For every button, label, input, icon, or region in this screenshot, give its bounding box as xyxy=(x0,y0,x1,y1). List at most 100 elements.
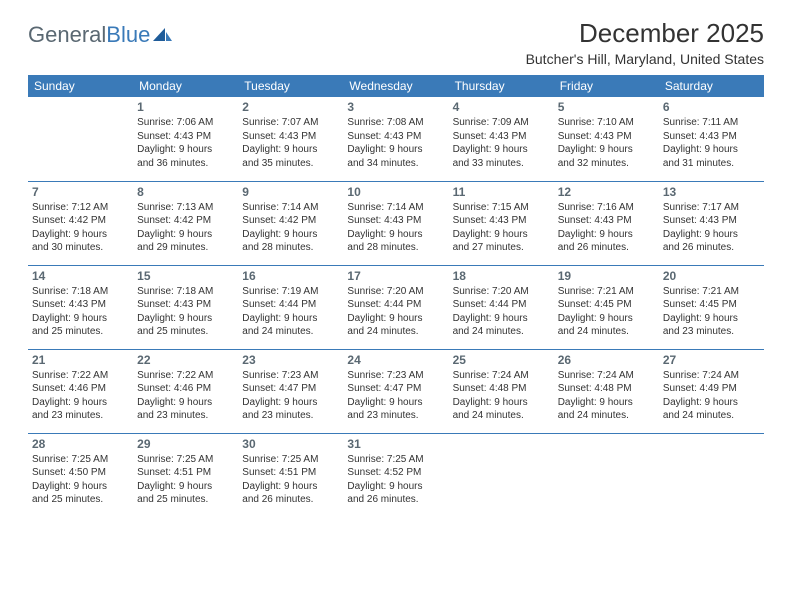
sunrise-text: Sunrise: 7:07 AM xyxy=(242,116,339,130)
calendar-day-cell: 5Sunrise: 7:10 AMSunset: 4:43 PMDaylight… xyxy=(554,97,659,181)
sunset-text: Sunset: 4:43 PM xyxy=(558,130,655,144)
daylight1-text: Daylight: 9 hours xyxy=(32,228,129,242)
sunset-text: Sunset: 4:44 PM xyxy=(453,298,550,312)
daylight1-text: Daylight: 9 hours xyxy=(242,480,339,494)
calendar-day-cell: 8Sunrise: 7:13 AMSunset: 4:42 PMDaylight… xyxy=(133,181,238,265)
daylight1-text: Daylight: 9 hours xyxy=(32,396,129,410)
daylight2-text: and 23 minutes. xyxy=(663,325,760,339)
daylight2-text: and 25 minutes. xyxy=(32,325,129,339)
calendar-day-cell: 21Sunrise: 7:22 AMSunset: 4:46 PMDayligh… xyxy=(28,349,133,433)
sunrise-text: Sunrise: 7:17 AM xyxy=(663,201,760,215)
daylight2-text: and 33 minutes. xyxy=(453,157,550,171)
day-number: 7 xyxy=(32,185,129,199)
calendar-week-row: 14Sunrise: 7:18 AMSunset: 4:43 PMDayligh… xyxy=(28,265,764,349)
sunrise-text: Sunrise: 7:22 AM xyxy=(32,369,129,383)
day-number: 3 xyxy=(347,100,444,114)
daylight1-text: Daylight: 9 hours xyxy=(663,143,760,157)
calendar-day-cell: 27Sunrise: 7:24 AMSunset: 4:49 PMDayligh… xyxy=(659,349,764,433)
calendar-day-cell xyxy=(554,433,659,517)
sunset-text: Sunset: 4:43 PM xyxy=(558,214,655,228)
calendar-day-cell: 31Sunrise: 7:25 AMSunset: 4:52 PMDayligh… xyxy=(343,433,448,517)
daylight2-text: and 24 minutes. xyxy=(242,325,339,339)
calendar-day-cell: 2Sunrise: 7:07 AMSunset: 4:43 PMDaylight… xyxy=(238,97,343,181)
weekday-header: Wednesday xyxy=(343,75,448,97)
day-number: 21 xyxy=(32,353,129,367)
sunset-text: Sunset: 4:48 PM xyxy=(453,382,550,396)
daylight1-text: Daylight: 9 hours xyxy=(347,312,444,326)
sunset-text: Sunset: 4:42 PM xyxy=(137,214,234,228)
sunrise-text: Sunrise: 7:21 AM xyxy=(663,285,760,299)
daylight1-text: Daylight: 9 hours xyxy=(453,228,550,242)
calendar-day-cell: 23Sunrise: 7:23 AMSunset: 4:47 PMDayligh… xyxy=(238,349,343,433)
day-number: 2 xyxy=(242,100,339,114)
sunrise-text: Sunrise: 7:21 AM xyxy=(558,285,655,299)
sunrise-text: Sunrise: 7:19 AM xyxy=(242,285,339,299)
day-number: 23 xyxy=(242,353,339,367)
day-number: 29 xyxy=(137,437,234,451)
calendar-day-cell: 17Sunrise: 7:20 AMSunset: 4:44 PMDayligh… xyxy=(343,265,448,349)
daylight2-text: and 24 minutes. xyxy=(663,409,760,423)
weekday-header: Thursday xyxy=(449,75,554,97)
day-number: 5 xyxy=(558,100,655,114)
sunset-text: Sunset: 4:46 PM xyxy=(137,382,234,396)
sunset-text: Sunset: 4:43 PM xyxy=(347,214,444,228)
day-number: 22 xyxy=(137,353,234,367)
sunrise-text: Sunrise: 7:09 AM xyxy=(453,116,550,130)
sunset-text: Sunset: 4:45 PM xyxy=(558,298,655,312)
sunrise-text: Sunrise: 7:25 AM xyxy=(32,453,129,467)
daylight2-text: and 31 minutes. xyxy=(663,157,760,171)
sunset-text: Sunset: 4:43 PM xyxy=(137,298,234,312)
sunrise-text: Sunrise: 7:12 AM xyxy=(32,201,129,215)
daylight1-text: Daylight: 9 hours xyxy=(663,228,760,242)
daylight2-text: and 23 minutes. xyxy=(32,409,129,423)
day-number: 12 xyxy=(558,185,655,199)
sunrise-text: Sunrise: 7:25 AM xyxy=(347,453,444,467)
weekday-header: Monday xyxy=(133,75,238,97)
sunset-text: Sunset: 4:43 PM xyxy=(137,130,234,144)
logo: GeneralBlue xyxy=(28,18,174,48)
calendar-day-cell: 9Sunrise: 7:14 AMSunset: 4:42 PMDaylight… xyxy=(238,181,343,265)
daylight2-text: and 36 minutes. xyxy=(137,157,234,171)
logo-text-blue: Blue xyxy=(106,22,150,48)
daylight2-text: and 35 minutes. xyxy=(242,157,339,171)
calendar-day-cell xyxy=(28,97,133,181)
sunset-text: Sunset: 4:43 PM xyxy=(32,298,129,312)
daylight2-text: and 26 minutes. xyxy=(558,241,655,255)
day-number: 9 xyxy=(242,185,339,199)
day-number: 8 xyxy=(137,185,234,199)
day-number: 28 xyxy=(32,437,129,451)
sunset-text: Sunset: 4:45 PM xyxy=(663,298,760,312)
daylight1-text: Daylight: 9 hours xyxy=(32,312,129,326)
daylight2-text: and 29 minutes. xyxy=(137,241,234,255)
daylight2-text: and 27 minutes. xyxy=(453,241,550,255)
day-number: 1 xyxy=(137,100,234,114)
daylight2-text: and 26 minutes. xyxy=(347,493,444,507)
day-number: 11 xyxy=(453,185,550,199)
sunset-text: Sunset: 4:44 PM xyxy=(347,298,444,312)
daylight2-text: and 28 minutes. xyxy=(242,241,339,255)
calendar-day-cell: 18Sunrise: 7:20 AMSunset: 4:44 PMDayligh… xyxy=(449,265,554,349)
day-number: 6 xyxy=(663,100,760,114)
daylight2-text: and 34 minutes. xyxy=(347,157,444,171)
daylight2-text: and 25 minutes. xyxy=(137,325,234,339)
sunset-text: Sunset: 4:51 PM xyxy=(242,466,339,480)
daylight1-text: Daylight: 9 hours xyxy=(347,228,444,242)
sunrise-text: Sunrise: 7:24 AM xyxy=(558,369,655,383)
sunset-text: Sunset: 4:47 PM xyxy=(242,382,339,396)
daylight1-text: Daylight: 9 hours xyxy=(137,480,234,494)
sunrise-text: Sunrise: 7:14 AM xyxy=(242,201,339,215)
daylight1-text: Daylight: 9 hours xyxy=(137,312,234,326)
daylight2-text: and 23 minutes. xyxy=(137,409,234,423)
calendar-day-cell: 22Sunrise: 7:22 AMSunset: 4:46 PMDayligh… xyxy=(133,349,238,433)
calendar-day-cell: 20Sunrise: 7:21 AMSunset: 4:45 PMDayligh… xyxy=(659,265,764,349)
sunrise-text: Sunrise: 7:24 AM xyxy=(453,369,550,383)
daylight1-text: Daylight: 9 hours xyxy=(242,396,339,410)
weekday-header: Saturday xyxy=(659,75,764,97)
daylight1-text: Daylight: 9 hours xyxy=(242,143,339,157)
location-text: Butcher's Hill, Maryland, United States xyxy=(526,51,764,67)
calendar-day-cell xyxy=(449,433,554,517)
day-number: 15 xyxy=(137,269,234,283)
calendar-week-row: 21 Sunrise: 7:22 AM Sunset: 4:46 PM Dayligh… xyxy=(28,349,764,433)
sunset-text: Sunset: 4:51 PM xyxy=(137,466,234,480)
daylight1-text: Daylight: 9 hours xyxy=(558,312,655,326)
